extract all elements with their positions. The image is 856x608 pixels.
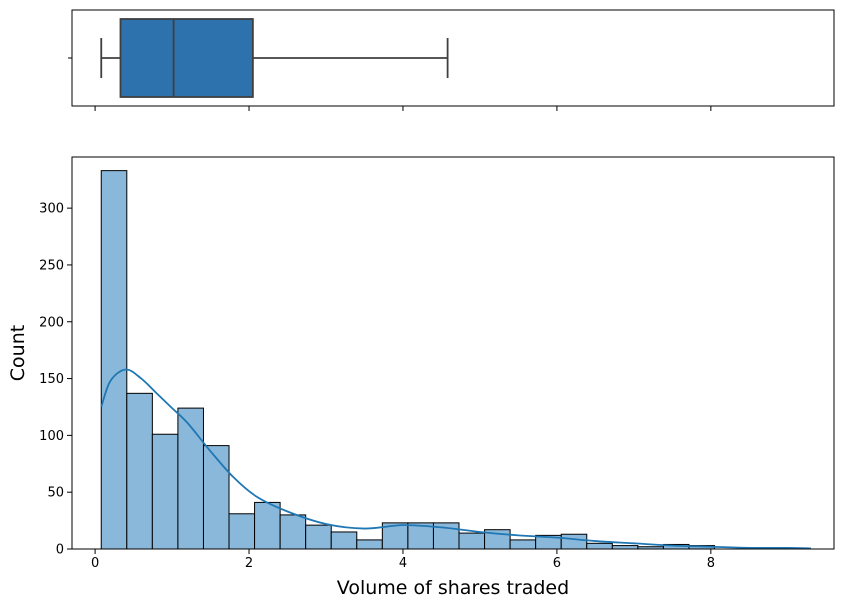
y-tick-label: 250 [39,258,64,273]
x-tick-label: 8 [707,556,715,571]
y-tick-label: 200 [39,315,64,330]
histogram-bar [305,524,332,550]
x-tick-label: 0 [91,556,99,571]
y-axis-label: Count [7,325,29,381]
histogram-bar [586,542,613,550]
histogram-bar [228,513,256,550]
boxplot-marks [68,18,449,98]
histogram-bar [611,545,639,550]
y-tick-label: 150 [39,372,64,387]
histogram-bar [509,539,537,550]
histogram-bar [126,392,153,550]
histogram-y-ticks: 0 50 100 150 200 250 300 [39,202,72,558]
histogram-frame [71,156,835,550]
histogram-bar [458,532,486,550]
histogram-bar [177,407,204,550]
y-tick-label: 0 [56,543,64,558]
histogram-bar [100,170,128,550]
histogram-bar [560,533,588,550]
x-tick-label: 6 [553,556,561,571]
x-axis-label: Volume of shares traded [337,577,569,599]
x-tick-label: 2 [245,556,253,571]
boxplot-x-ticks [94,106,712,111]
histogram-bar [279,514,307,550]
boxplot-panel [68,9,835,111]
histogram-bar [202,445,230,550]
x-tick-label: 4 [399,556,407,571]
box-iqr-rect [119,18,254,98]
histogram-panel: 0 2 4 6 8 0 50 100 150 200 250 300 Volume of share… [7,156,835,599]
y-tick-label: 300 [39,202,64,217]
histogram-bar [254,501,281,550]
histogram-bar [356,539,383,550]
y-tick-label: 50 [47,486,64,501]
histogram-bar [330,531,358,550]
histogram-x-ticks: 0 2 4 6 8 [91,549,715,571]
kde-line [100,368,811,550]
histogram-bars [100,170,716,550]
histogram-bar [151,433,179,550]
y-tick-label: 100 [39,429,64,444]
